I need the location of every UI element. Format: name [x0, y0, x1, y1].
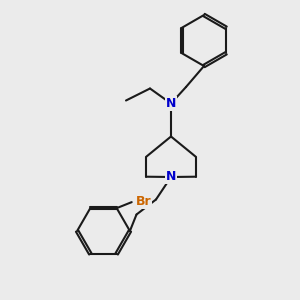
Text: Br: Br	[136, 195, 152, 208]
Text: N: N	[166, 97, 176, 110]
Text: N: N	[166, 170, 176, 184]
